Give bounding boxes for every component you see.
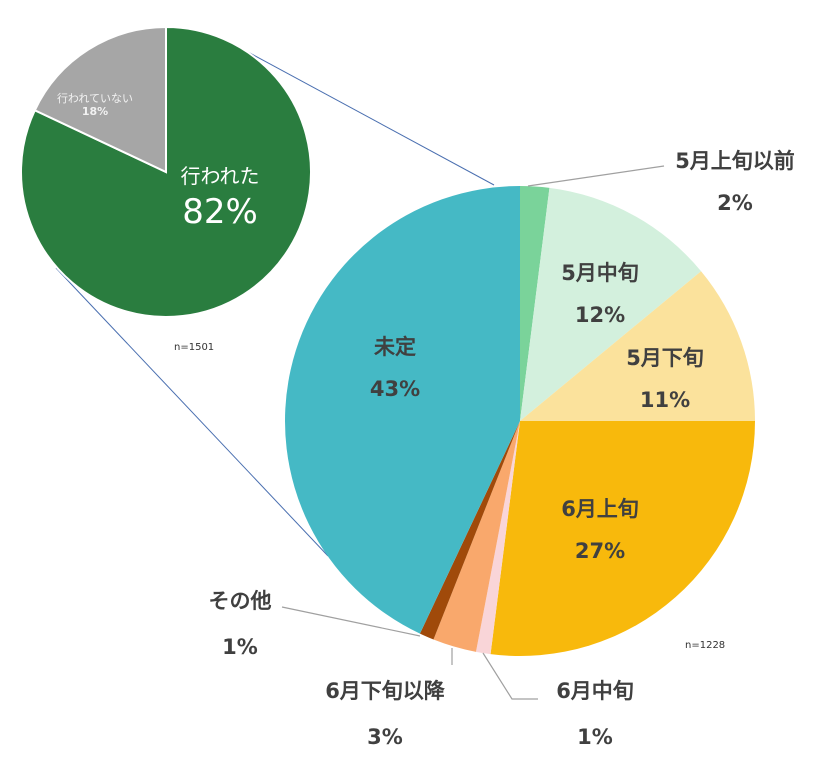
label-early-may-text: 5月上旬以前 — [675, 149, 795, 173]
label-early-may-pct: 2% — [717, 191, 753, 215]
label-mid-may: 5月中旬 12% — [545, 252, 655, 336]
label-early-may: 5月上旬以前 2% — [660, 140, 810, 224]
label-mid-june-text: 6月中旬 — [556, 679, 634, 703]
label-undecided: 未定 43% — [340, 326, 450, 410]
label-early-june: 6月上旬 27% — [545, 488, 655, 572]
label-late-may-pct: 11% — [639, 388, 691, 412]
big-pie — [285, 186, 755, 656]
pie-slice — [285, 186, 520, 634]
label-not-done-text: 行われていない — [56, 92, 134, 105]
label-mid-june: 6月中旬 1% — [540, 668, 650, 760]
label-other: その他 1% — [185, 578, 295, 670]
label-early-june-text: 6月上旬 — [561, 497, 639, 521]
pie-slice — [520, 271, 755, 421]
label-early-june-pct: 27% — [574, 539, 626, 563]
pie-slice — [520, 187, 702, 421]
n-label-big: n=1228 — [685, 640, 726, 651]
label-late-june: 6月下旬以降 3% — [305, 668, 465, 760]
label-other-pct: 1% — [222, 635, 258, 659]
pie-slice — [475, 421, 520, 655]
label-done: 行われた 82% — [160, 162, 280, 234]
label-not-done: 行われていない 18% — [40, 92, 150, 118]
n-label-small: n=1501 — [174, 342, 215, 353]
leader-line-other — [281, 606, 421, 637]
label-undecided-pct: 43% — [369, 377, 421, 401]
label-late-june-pct: 3% — [367, 725, 403, 749]
label-late-may: 5月下旬 11% — [610, 337, 720, 421]
pie-slice — [490, 421, 755, 656]
pie-slice — [520, 186, 550, 421]
label-late-june-text: 6月下旬以降 — [325, 679, 445, 703]
label-mid-may-text: 5月中旬 — [561, 261, 639, 285]
pie-slice — [33, 25, 167, 174]
label-undecided-text: 未定 — [374, 335, 416, 359]
label-done-pct: 82% — [182, 192, 258, 232]
label-not-done-pct: 18% — [81, 105, 109, 118]
label-mid-may-pct: 12% — [574, 303, 626, 327]
connector-line-top — [221, 37, 495, 186]
leader-line-early-may — [527, 165, 665, 187]
label-other-text: その他 — [208, 589, 272, 613]
small-pie — [20, 25, 312, 318]
connector-line-bottom — [55, 267, 329, 557]
label-mid-june-pct: 1% — [577, 725, 613, 749]
leader-line-mid-june — [482, 652, 538, 700]
pie-slice — [419, 421, 520, 640]
label-done-text: 行われた — [180, 164, 260, 188]
pie-slice — [433, 421, 520, 652]
label-late-may-text: 5月下旬 — [626, 346, 704, 370]
